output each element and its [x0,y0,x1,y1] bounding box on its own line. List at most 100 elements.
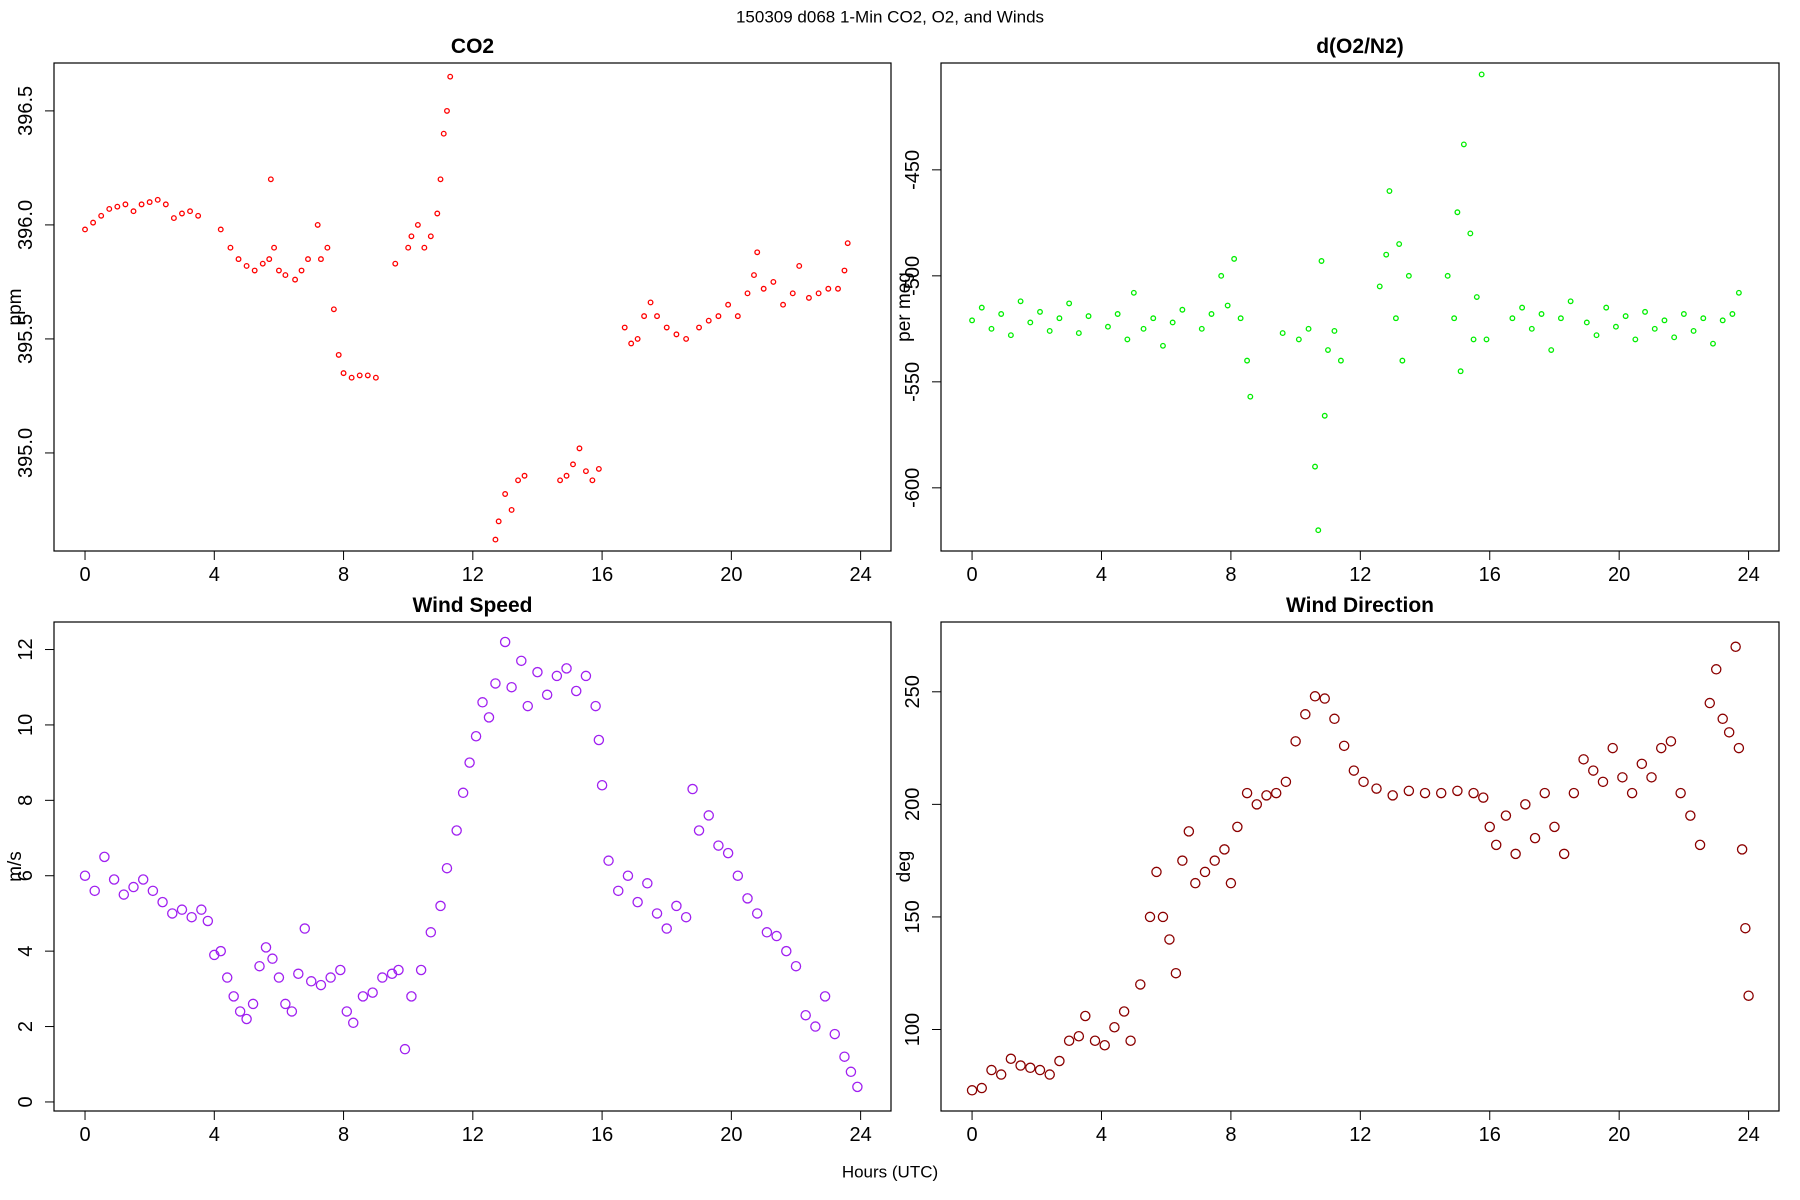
y-axis-label: m/s [5,851,26,882]
point [612,885,624,897]
point [170,215,177,222]
point [986,1064,997,1076]
point [1549,821,1560,833]
point [1151,866,1162,878]
point [1671,334,1678,341]
point [470,730,482,742]
point [157,896,168,908]
point [1169,319,1176,326]
point [98,212,105,219]
point [146,199,153,206]
point [1509,315,1516,322]
point [732,870,744,881]
point [810,1021,821,1032]
point [647,299,654,306]
point [1510,848,1521,860]
point [988,325,995,332]
point [593,734,605,746]
point [1329,713,1340,725]
point [1460,141,1467,148]
point [1568,787,1580,799]
point [483,712,495,723]
y-tick-label: 396.0 [15,200,37,250]
point [1312,463,1318,470]
point [162,201,169,208]
point [557,477,564,484]
point [1467,230,1474,237]
point [522,700,534,712]
point [215,945,227,957]
point [202,915,214,927]
point [1135,979,1146,990]
point [1646,772,1657,783]
point [89,885,100,897]
point [1371,783,1382,794]
point [1444,272,1451,279]
point [661,923,672,934]
point [273,972,285,983]
point [1279,330,1286,337]
point [1054,1055,1065,1067]
point [1237,315,1244,322]
point [1597,776,1609,788]
point [367,987,378,998]
point [1144,911,1156,923]
point [1500,810,1512,821]
x-tick-label: 8 [338,1124,349,1146]
y-tick-label: 6 [15,870,37,881]
point [1588,765,1599,776]
point [260,942,272,953]
point [978,304,985,311]
x-tick-label: 4 [1096,1124,1107,1146]
point [1075,330,1082,337]
point [705,317,712,324]
point [1710,664,1722,675]
point [734,313,741,320]
point [1190,877,1201,889]
point [271,244,278,251]
point [1435,787,1447,799]
point [541,689,553,701]
point [186,911,197,923]
x-tick-label: 16 [591,564,613,586]
point [1729,311,1736,317]
point [580,670,592,682]
point [1085,313,1092,320]
point [138,201,145,208]
point [1348,765,1360,776]
point [632,896,643,908]
point [305,976,317,987]
point [1484,821,1495,833]
point [90,219,97,226]
point [1232,821,1243,833]
point [1383,251,1390,258]
x-tick-label: 12 [1349,564,1371,586]
point [1419,787,1431,799]
point [1655,742,1667,754]
point [179,210,185,217]
x-tick-label: 24 [849,564,871,586]
point [1603,304,1610,311]
point [1073,1031,1085,1042]
point [516,655,527,667]
point [1358,776,1369,788]
point [506,681,517,693]
point [221,972,233,983]
point [1337,357,1344,364]
point [1651,325,1658,332]
point [693,825,705,836]
point [1056,315,1063,322]
point [1034,1064,1046,1076]
point [770,278,777,285]
point [1478,792,1489,803]
point [325,972,336,983]
plot-frame [940,621,1780,1112]
point [1557,315,1564,322]
point [1290,736,1301,747]
point [427,233,434,240]
point [1730,641,1741,653]
point [1005,1053,1017,1065]
point [1164,934,1175,945]
point [227,244,234,251]
point [130,208,137,215]
